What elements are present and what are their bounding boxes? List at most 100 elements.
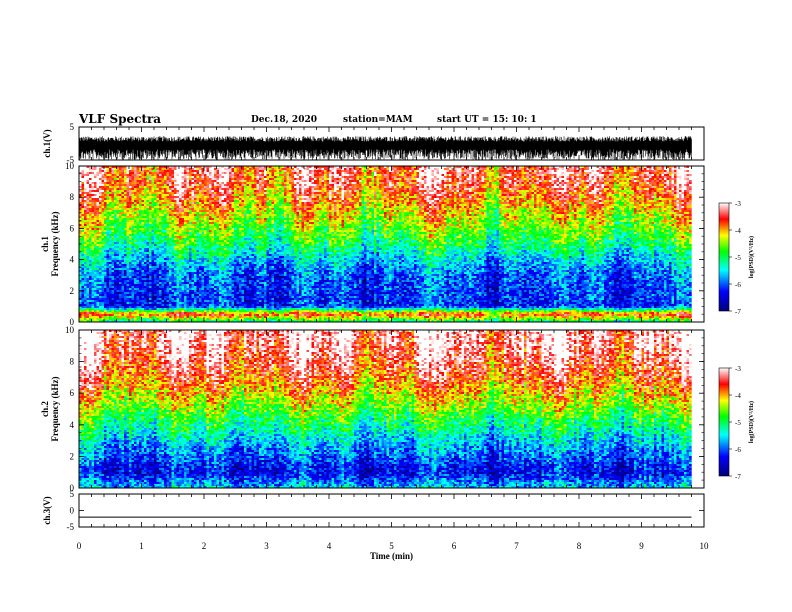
ch1-spectrogram-cell	[134, 288, 137, 291]
ch1-spectrogram-cell	[84, 194, 87, 197]
ch1-spectrogram-cell	[109, 232, 112, 235]
ch1-spectrogram-cell	[114, 310, 117, 313]
ch1-spectrogram-cell	[86, 274, 90, 277]
ch1-spectrogram-cell	[89, 236, 92, 239]
ch1-spectrogram-cell	[164, 194, 167, 197]
ch1-spectrogram-cell	[176, 298, 180, 301]
ch1-spectrogram-cell	[199, 280, 202, 283]
ch1-spectrogram-cell	[214, 232, 217, 235]
ch1-spectrogram-cell	[84, 176, 87, 179]
ch1-spectrogram-cell	[231, 304, 235, 307]
ch1-spectrogram-cell	[159, 236, 162, 239]
ch1-spectrogram-cell	[189, 286, 192, 289]
ch1-spectrogram-cell	[124, 250, 127, 253]
ch1-spectrogram-cell	[106, 276, 110, 279]
ch1-spectrogram-cell	[144, 310, 147, 313]
ch1-spectrogram-cell	[171, 218, 175, 221]
ch1-spectrogram-cell	[219, 172, 222, 175]
ch1-spectrogram-cell	[161, 272, 165, 275]
ch1-spectrogram-cell	[179, 266, 182, 269]
ch1-spectrogram-cell	[156, 238, 160, 241]
ch1-spectrogram-cell	[214, 166, 217, 169]
ch1-spectrogram-cell	[204, 206, 207, 209]
ch1-spectrogram-cell	[149, 292, 152, 295]
ch1-spectrogram-cell	[189, 236, 192, 239]
ch1-spectrogram-cell	[204, 174, 207, 177]
ch1-spectrogram-cell	[219, 192, 222, 195]
ch1-spectrogram-cell	[116, 300, 120, 303]
ch1-spectrogram-cell	[131, 192, 135, 195]
ch1-spectrogram-cell	[204, 228, 207, 231]
ch1-spectrogram-cell	[236, 202, 240, 205]
ch1-spectrogram-cell	[96, 276, 100, 279]
ch1-spectrogram-cell	[129, 308, 132, 311]
ch1-spectrogram-cell	[189, 314, 192, 317]
ch1-spectrogram-cell	[129, 208, 132, 211]
ch1-spectrogram-cell	[121, 182, 125, 185]
ch1-spectrogram-cell	[191, 212, 195, 215]
ch1-spectrogram-cell	[199, 266, 202, 269]
ch1-spectrogram-cell	[134, 248, 137, 251]
ch1-spectrogram-cell	[111, 314, 115, 317]
ch1-spectrogram-cell	[81, 194, 85, 197]
ch1-spectrogram-cell	[126, 288, 130, 291]
ch1-spectrogram-cell	[136, 226, 140, 229]
ch1-spectrogram-cell	[121, 174, 125, 177]
ch1-spectrogram-cell	[139, 202, 142, 205]
ch1-spectrogram-cell	[166, 202, 170, 205]
ch1-spectrogram-cell	[134, 176, 137, 179]
ch1-spectrogram-cell	[96, 320, 100, 323]
ch1-spectrogram-cell	[169, 306, 172, 309]
ch1-spectrogram-cell	[129, 192, 132, 195]
ch1-spectrogram-cell	[214, 292, 217, 295]
ch1-spectrogram-cell	[191, 198, 195, 201]
ch1-spectrogram-cell	[141, 188, 145, 191]
ch1-spectrogram-cell	[196, 194, 200, 197]
ch1-spectrogram-cell	[201, 262, 205, 265]
ch1-spectrogram-cell	[206, 192, 210, 195]
ch1-spectrogram-cell	[201, 176, 205, 179]
ch1-spectrogram-cell	[231, 294, 235, 297]
ch1-spectrogram-cell	[119, 174, 122, 177]
ch1-spectrogram-cell	[116, 270, 120, 273]
ch1-spectrogram-cell	[154, 266, 157, 269]
ch1-spectrogram-cell	[174, 174, 177, 177]
ch1-spectrogram-cell	[221, 320, 225, 323]
ch1-spectrogram-cell	[194, 246, 197, 249]
ch1-spectrogram-cell	[224, 220, 227, 223]
ch1-spectrogram-cell	[229, 280, 232, 283]
ch1-spectrogram-cell	[196, 242, 200, 245]
ch1-spectrogram-cell	[119, 292, 122, 295]
ch1-spectrogram-cell	[106, 248, 110, 251]
ch1-spectrogram-cell	[136, 304, 140, 307]
ch1-spectrogram-cell	[139, 176, 142, 179]
ch1-spectrogram-cell	[226, 168, 230, 171]
ch1-spectrogram-cell	[196, 304, 200, 307]
ch1-spectrogram-cell	[89, 308, 92, 311]
ch1-spectrogram-cell	[199, 232, 202, 235]
ch1-spectrogram-cell	[209, 168, 212, 171]
ch1-spectrogram-cell	[211, 246, 215, 249]
ch1-spectrogram-cell	[179, 316, 182, 319]
ch1-spectrogram-cell	[171, 206, 175, 209]
ch1-spectrogram-cell	[94, 318, 97, 321]
ch1-spectrogram-cell	[179, 284, 182, 287]
ch1-spectrogram-cell	[99, 268, 102, 271]
ch1-spectrogram-cell	[119, 224, 122, 227]
ch1-spectrogram-cell	[91, 200, 95, 203]
ch1-spectrogram-cell	[159, 218, 162, 221]
ch1-spectrogram-cell	[219, 202, 222, 205]
ch1-spectrogram-cell	[236, 270, 240, 273]
ch1-spectrogram-cell	[99, 170, 102, 173]
ch1-spectrogram-cell	[176, 292, 180, 295]
ch1-spectrogram-cell	[126, 170, 130, 173]
ch1-spectrogram-cell	[166, 292, 170, 295]
ch1-spectrogram-cell	[111, 278, 115, 281]
ch1-spectrogram-cell	[129, 228, 132, 231]
ch1-spectrogram-cell	[164, 168, 167, 171]
ch1-spectrogram-cell	[169, 166, 172, 169]
ch1-spectrogram-cell	[161, 274, 165, 277]
ch1-spectrogram-cell	[186, 244, 190, 247]
ch1-spectrogram-cell	[214, 212, 217, 215]
ch1-spectrogram-cell	[226, 214, 230, 217]
